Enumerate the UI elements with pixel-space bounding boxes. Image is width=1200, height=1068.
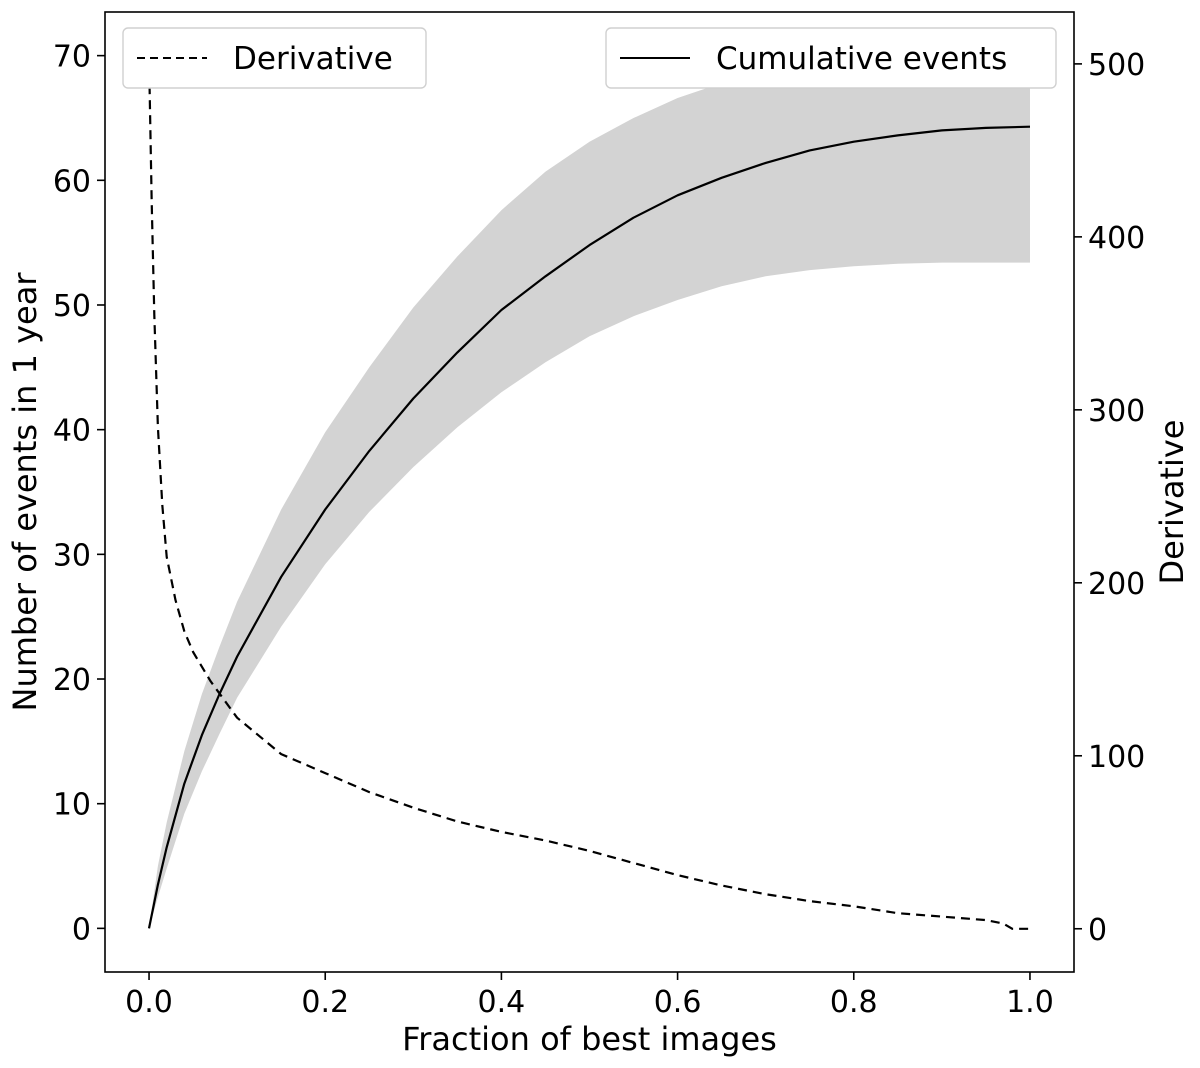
y-left-tick-label: 20 — [53, 663, 91, 698]
y-right-tick-label: 500 — [1088, 48, 1145, 83]
uncertainty-band — [149, 64, 1030, 929]
legend-derivative-label: Derivative — [233, 41, 393, 77]
legend-cumulative-label: Cumulative events — [716, 41, 1007, 77]
x-tick-label: 0.6 — [654, 985, 702, 1020]
y-axis-left-label: Number of events in 1 year — [6, 272, 44, 712]
y-left-tick-label: 10 — [53, 788, 91, 823]
uncertainty-band-layer — [149, 64, 1030, 929]
legend-derivative-box — [122, 27, 427, 89]
ticks-layer: 0.0 0.2 0.4 0.6 0.8 1.0 0 10 20 30 40 50 60 70 0 100 200… — [53, 40, 1145, 1020]
y-left-tick-label: 70 — [53, 40, 91, 75]
y-right-tick-label: 400 — [1088, 221, 1145, 256]
series-layer — [147, 55, 1031, 930]
y-axis-right-label: Derivative — [1153, 420, 1191, 585]
x-tick-label: 0.0 — [125, 985, 173, 1020]
x-tick-label: 0.4 — [478, 985, 526, 1020]
legend-cumulative-box — [605, 27, 1057, 89]
cumulative-events-line — [147, 125, 1031, 929]
derivative-line — [147, 55, 1030, 930]
x-tick-label: 0.8 — [830, 985, 878, 1020]
x-axis-label: Fraction of best images — [402, 1020, 777, 1058]
y-right-tick-label: 200 — [1088, 567, 1145, 602]
legend-derivative: Derivative — [122, 27, 427, 89]
legend-cumulative-events: Cumulative events — [605, 27, 1057, 89]
x-tick-label: 0.2 — [301, 985, 349, 1020]
y-left-tick-label: 30 — [53, 538, 91, 573]
y-left-tick-label: 40 — [53, 414, 91, 449]
y-right-tick-label: 300 — [1088, 394, 1145, 429]
y-left-tick-label: 0 — [72, 912, 91, 947]
y-left-tick-label: 60 — [53, 164, 91, 199]
x-tick-label: 1.0 — [1006, 985, 1054, 1020]
plot-frame — [104, 11, 1075, 973]
y-left-tick-label: 50 — [53, 289, 91, 324]
y-right-tick-label: 0 — [1088, 913, 1107, 948]
y-right-tick-label: 100 — [1088, 740, 1145, 775]
